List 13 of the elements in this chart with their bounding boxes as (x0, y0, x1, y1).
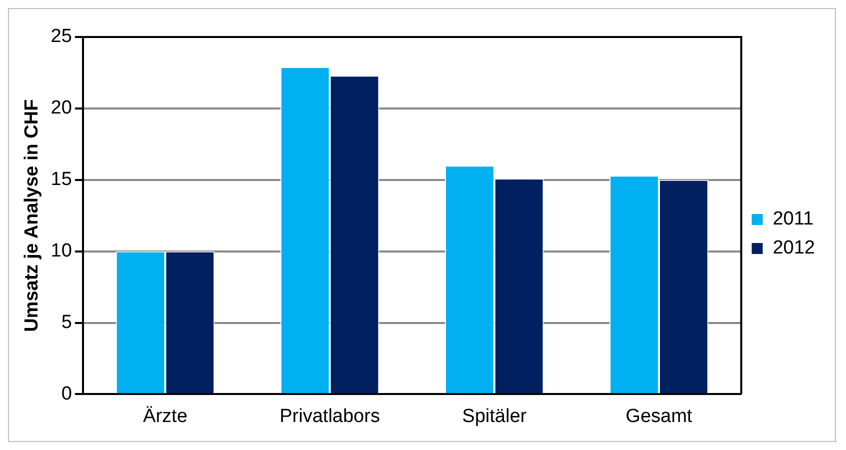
legend-label: 2011 (772, 208, 814, 230)
y-tick-label: 0 (61, 383, 72, 404)
y-tick-label: 20 (50, 98, 72, 119)
y-tick-label: 15 (50, 169, 72, 190)
x-tick-label: Privatlabors (280, 406, 380, 427)
y-tick-label: 5 (61, 312, 72, 333)
y-tick-label: 25 (50, 26, 72, 48)
x-tick-label: Gesamt (626, 406, 693, 427)
y-tick-label: 10 (50, 240, 72, 262)
y-axis-title: Umsatz je Analyse in CHF (22, 99, 43, 332)
x-tick-label: Spitäler (462, 406, 528, 427)
x-tick-label: Ärzte (143, 406, 188, 427)
legend-label: 2012 (772, 238, 816, 259)
